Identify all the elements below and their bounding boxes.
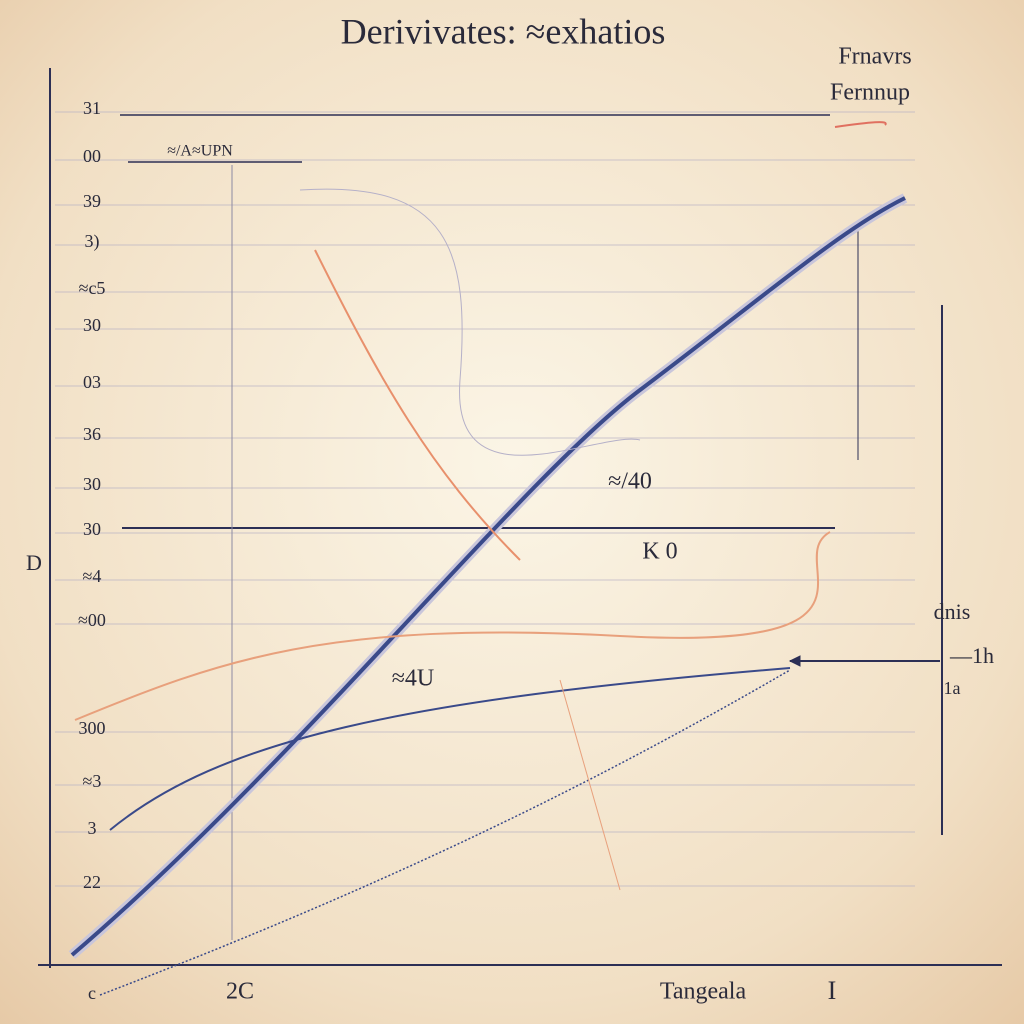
y-label: 30	[83, 519, 101, 539]
axes	[38, 68, 1002, 968]
annotation: ≈4U	[392, 666, 435, 692]
y-label: ≈c5	[79, 278, 106, 298]
y-label: 300	[79, 718, 106, 738]
y-label: 3)	[85, 231, 100, 252]
y-labels: 31 00 39 3) ≈c5 30 03 36 30 30 ≈4 ≈00 300 ≈3 3 22	[78, 98, 106, 892]
title: Derivivates: ≈exhatios	[341, 11, 666, 51]
y-label: 30	[83, 474, 101, 494]
right-label: 1a	[944, 678, 961, 698]
y-label: 36	[83, 424, 101, 444]
y-label: ≈4	[83, 566, 102, 586]
right-label: dnis	[934, 599, 971, 624]
x-label: I	[828, 976, 837, 1005]
annotation: K 0	[642, 539, 677, 565]
y-label: 22	[83, 872, 101, 892]
y-label: 39	[83, 191, 101, 211]
legend-label: Frnavrs	[838, 44, 911, 70]
y-label: 03	[83, 372, 101, 392]
y-label: ≈3	[83, 771, 102, 791]
x-label: Tangeala	[660, 979, 747, 1005]
curves	[68, 121, 908, 996]
legend-label: Fernnup	[830, 80, 910, 106]
right-label: —1h	[949, 643, 994, 668]
y-label: 3	[88, 818, 97, 838]
x-label: 2C	[226, 979, 254, 1005]
annotation: ≈/A≈UPN	[167, 143, 233, 160]
x-label: c	[88, 983, 96, 1003]
y-label: 31	[83, 98, 101, 118]
side-label: D	[26, 550, 42, 575]
annotation: ≈/40	[608, 469, 652, 495]
y-label: 30	[83, 315, 101, 335]
y-label: ≈00	[78, 610, 106, 630]
y-label: 00	[83, 146, 101, 166]
